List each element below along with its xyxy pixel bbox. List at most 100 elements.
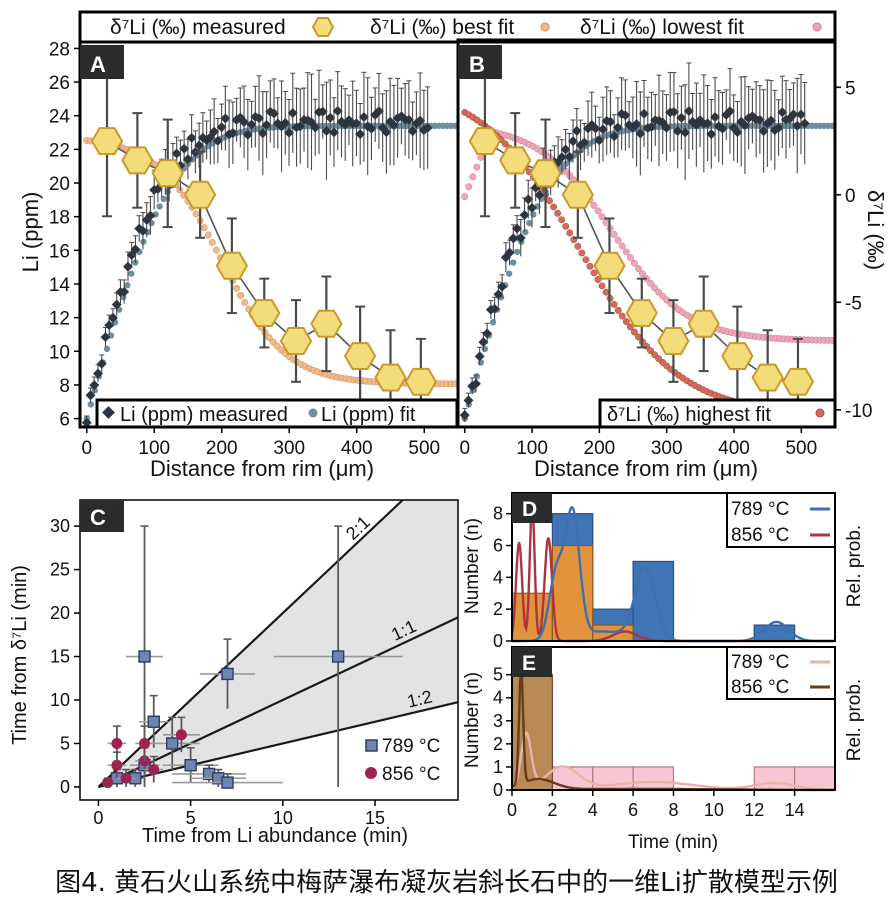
b-li-point (646, 121, 657, 132)
panel-e-y2-axis-label: Rel. prob. (844, 679, 865, 761)
c-point-856 (148, 764, 160, 776)
b-fit-point (622, 248, 630, 256)
c-point-856 (111, 759, 123, 771)
c-point-856 (175, 729, 187, 741)
figure-canvas: A Li (ppm) Distance from rim (μm) 0 100 20… (9, 10, 888, 853)
b-li-point (470, 378, 481, 389)
b-delta-point (721, 342, 754, 370)
b-y2-tick-label: 0 (845, 186, 856, 207)
b-delta-point (561, 180, 594, 209)
b-li-point (556, 152, 567, 163)
b-y2-tick-label: -5 (845, 293, 862, 314)
panel-e-label: E (522, 652, 536, 675)
b-fit-point (578, 249, 586, 257)
a-fit-point (124, 282, 131, 289)
legend-highest-fit-marker (815, 408, 825, 418)
a-y-tick-label: 8 (59, 376, 70, 397)
a-li-point (186, 132, 197, 143)
b-fit-point (610, 230, 618, 238)
legend-856-label: 856 °C (382, 764, 440, 785)
b-li-point (519, 210, 530, 220)
b-li-point (788, 109, 799, 120)
e-x-tick-label: 12 (744, 800, 764, 820)
panel-a-label: A (90, 52, 106, 77)
b-li-point (504, 247, 515, 258)
b-li-point (571, 125, 582, 136)
b-delta-point (499, 146, 532, 175)
b-fit-point (514, 248, 521, 256)
b-li-point (725, 106, 735, 117)
legend-li-fit-marker (308, 408, 318, 418)
c-y-tick-label: 15 (50, 647, 70, 667)
panel-c: 2:11:11:2 C Time from δ⁷Li (min) Time fr… (9, 499, 459, 847)
a-li-point (381, 127, 392, 138)
b-fit-point (473, 373, 481, 380)
c-y-tick-label: 25 (50, 560, 70, 580)
b-fit-point (530, 211, 537, 218)
b-fit-point (626, 254, 634, 262)
b-li-point (620, 110, 631, 121)
b-delta-point (625, 299, 658, 327)
a-delta-point (279, 327, 313, 355)
b-li-point (796, 109, 806, 120)
a-li-point (254, 113, 265, 124)
b-delta-point (781, 367, 815, 396)
c-x-tick-label: 10 (273, 808, 293, 828)
a-fit-point (265, 333, 273, 341)
a-li-point (171, 148, 182, 159)
c-y-tick-label: 5 (60, 733, 70, 753)
a-delta-point (90, 127, 124, 155)
a-li-point (242, 129, 253, 140)
c-ratio-line (98, 701, 459, 789)
c-y-tick-label: 20 (50, 603, 70, 623)
a-fit-point (241, 298, 249, 306)
e-y-tick-label: 5 (493, 665, 503, 685)
b-li-point (474, 351, 485, 362)
b-li-point (758, 126, 769, 137)
b-li-point (459, 410, 470, 421)
b-li-point (527, 202, 537, 213)
legend-best-fit-marker (540, 22, 550, 32)
b-fit-point (526, 219, 533, 227)
b-li-point (773, 122, 784, 133)
legend-lowest-fit-marker (812, 22, 822, 32)
a-delta-point (121, 146, 154, 175)
legend-e-789-label: 789 °C (731, 652, 789, 673)
legend-hexagon-marker (311, 17, 335, 37)
b-fit-point (566, 229, 574, 237)
b-fit-point (618, 242, 626, 250)
b-fit-point (477, 359, 485, 366)
b-li-point (534, 190, 545, 200)
panel-c-label: C (90, 505, 106, 530)
panel-c-x-axis-label: Time from Li abundance (min) (142, 825, 408, 847)
e-y-tick-label: 3 (493, 711, 503, 731)
a-li-point (220, 113, 231, 124)
legend-d-789-label: 789 °C (731, 499, 789, 520)
b-li-point (478, 337, 489, 348)
b-li-point (605, 116, 616, 127)
b-li-point (493, 289, 504, 300)
d-bar-856 (551, 544, 594, 642)
a-y-tick-label: 22 (49, 140, 70, 161)
b-fit-point (598, 213, 606, 221)
a-fit-point (204, 231, 212, 239)
b-fit-point (639, 270, 646, 278)
b-li-point (683, 106, 694, 116)
b-li-point (672, 126, 683, 137)
b-li-point (717, 123, 728, 134)
e-x-tick-label: 10 (704, 800, 724, 820)
a-y-tick-label: 14 (49, 275, 71, 296)
b-li-point (732, 127, 743, 138)
figure-caption: 图4. 黄石火山系统中梅萨瀑布凝灰岩斜长石中的一维Li扩散模型示例 (55, 868, 838, 898)
b-fit-point (546, 197, 554, 205)
c-point-789 (221, 667, 234, 681)
e-y-tick-label: 4 (493, 688, 503, 708)
a-delta-point (404, 367, 438, 396)
b-fit-point (630, 328, 638, 336)
a-fit-point (128, 270, 135, 277)
b-y2-tick-label: -10 (845, 401, 872, 422)
b-fit-point (651, 284, 659, 292)
a-li-point (246, 119, 257, 130)
a-fit-point (237, 291, 245, 299)
a-y-tick-label: 10 (49, 342, 70, 363)
